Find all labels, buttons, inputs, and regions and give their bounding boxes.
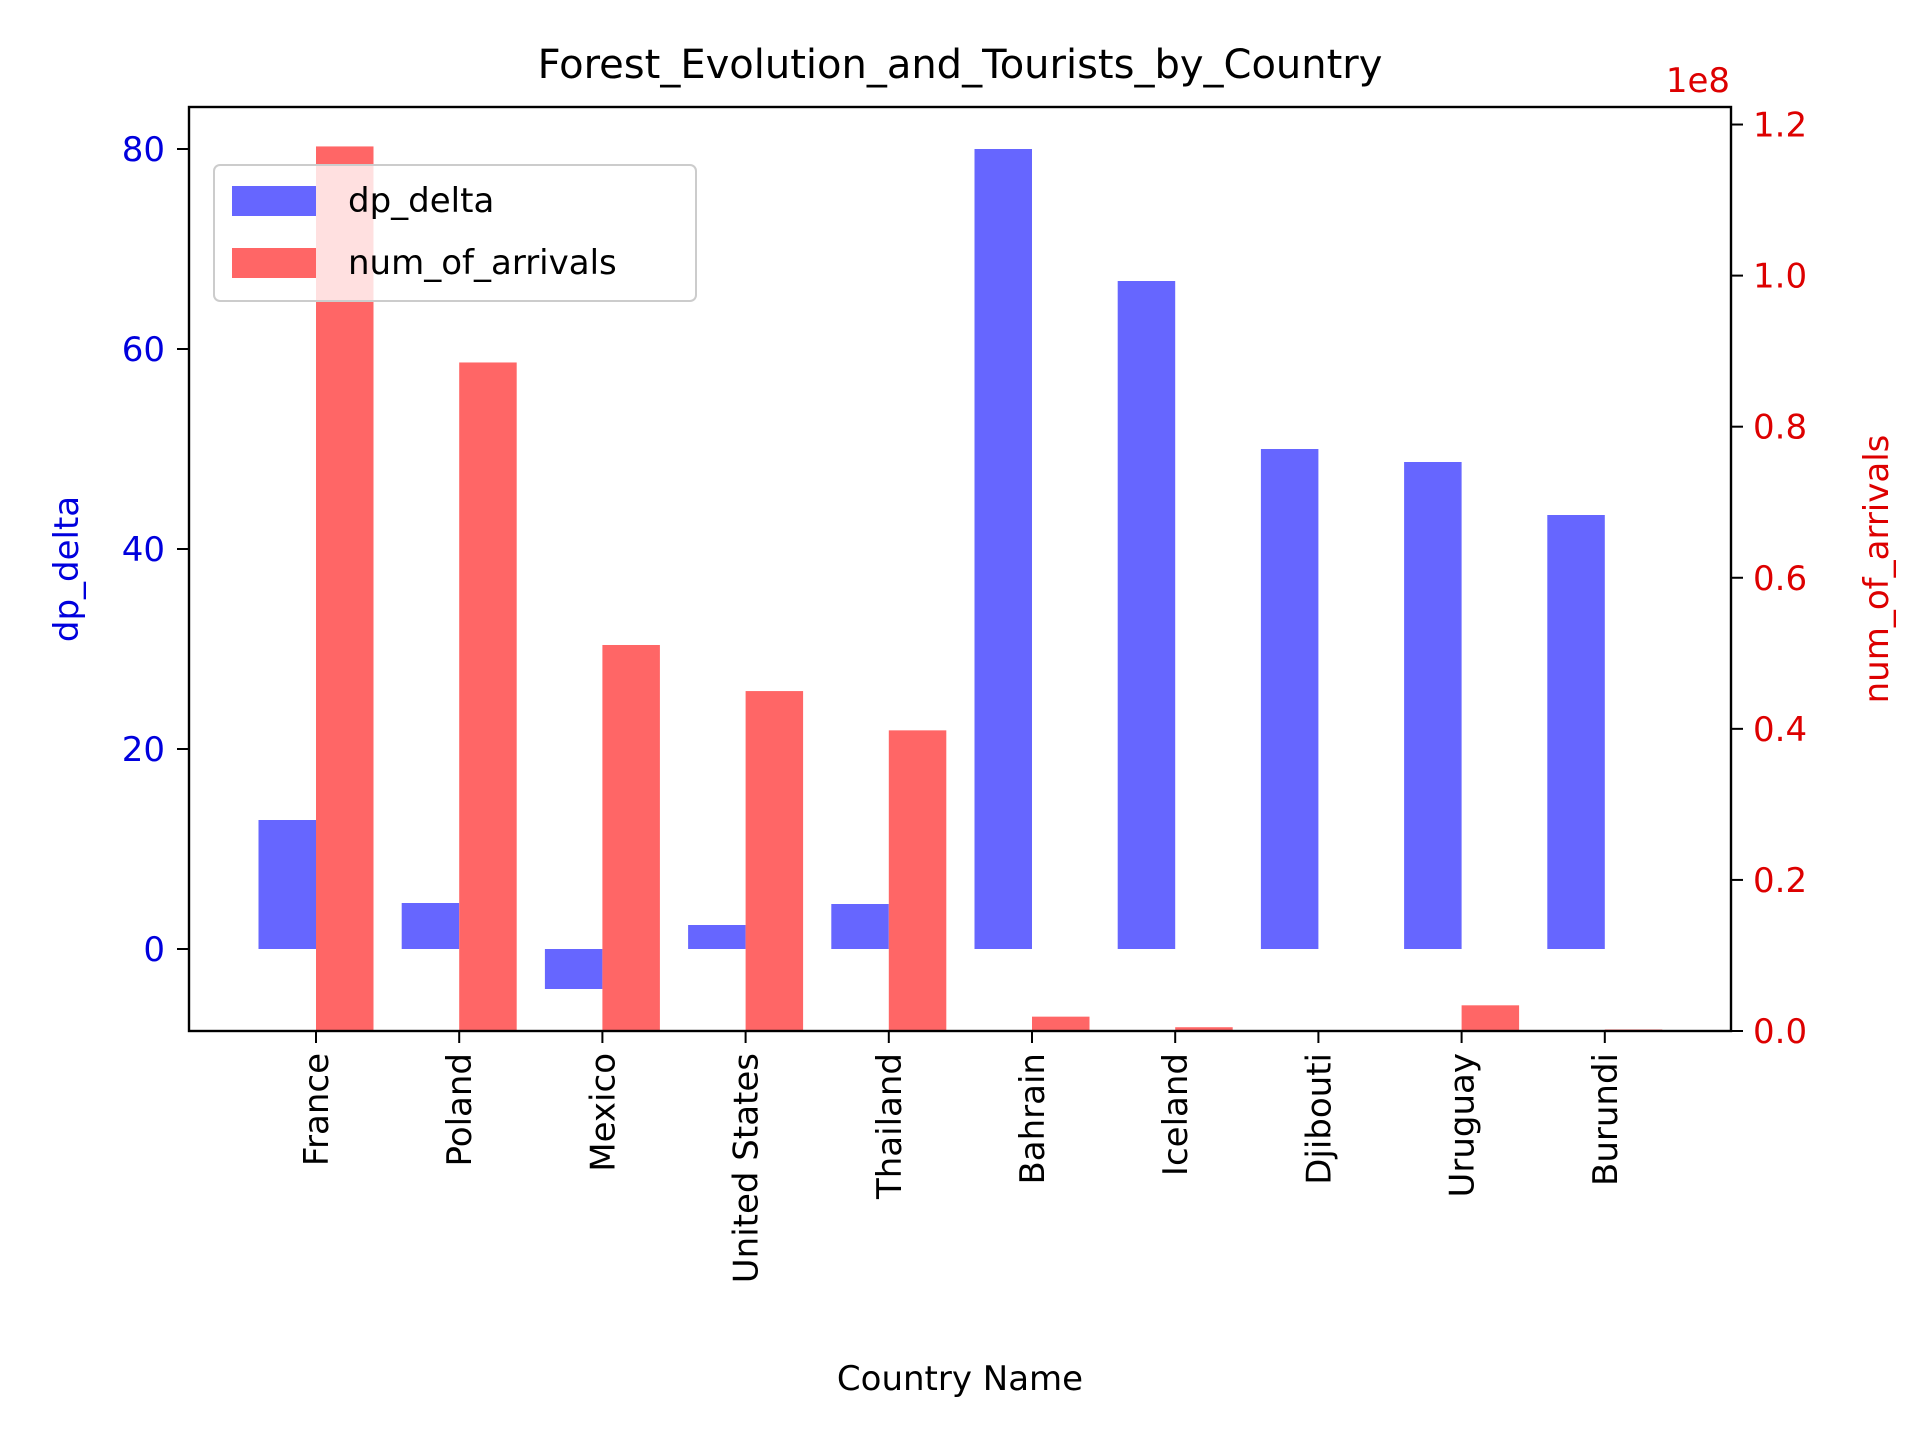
left-y-tick-label: 80 (122, 130, 165, 170)
right-y-tick-label: 0.4 (1753, 710, 1807, 750)
bar-dp-delta-thailand (831, 904, 889, 949)
left-y-tick-label: 60 (122, 330, 165, 370)
y-axis-right-label: num_of_arrivals (1857, 435, 1897, 704)
legend-swatch-dp-delta (232, 186, 316, 216)
right-y-tick-label: 0.8 (1753, 408, 1807, 448)
right-y-tick-label: 1.0 (1753, 257, 1807, 297)
bar-dp-delta-united-states (688, 925, 746, 949)
left-y-axis: 0 20 40 60 80 (122, 130, 189, 970)
x-axis: France Poland Mexico United States Thailand B… (297, 1031, 1626, 1283)
bar-dp-delta-burundi (1547, 515, 1605, 949)
x-tick-label-uruguay: Uruguay (1443, 1053, 1483, 1198)
right-y-tick-label: 0.6 (1753, 559, 1807, 599)
x-tick-label-thailand: Thailand (870, 1053, 910, 1200)
x-tick-label-djibouti: Djibouti (1299, 1053, 1339, 1185)
bar-num-of-arrivals-poland (459, 362, 517, 1031)
x-tick-label-iceland: Iceland (1156, 1053, 1196, 1176)
right-y-tick-label: 1.2 (1753, 106, 1807, 146)
plot-frame (187, 105, 1733, 1033)
x-tick-label-france: France (297, 1053, 337, 1166)
x-tick-label-mexico: Mexico (583, 1053, 623, 1172)
x-tick-label-burundi: Burundi (1586, 1053, 1626, 1186)
bar-dp-delta-bahrain (974, 149, 1032, 949)
bar-num-of-arrivals-mexico (602, 644, 660, 1031)
bar-num-of-arrivals-iceland (1175, 1027, 1233, 1031)
bar-num-of-arrivals-thailand (888, 730, 947, 1031)
left-y-tick-label: 40 (122, 530, 165, 570)
legend-label-dp-delta: dp_delta (348, 181, 494, 221)
bar-dp-delta-djibouti (1260, 449, 1319, 949)
dp-delta-bars (258, 149, 1605, 989)
right-y-axis: 0.0 0.2 0.4 0.6 0.8 1.0 1.2 (1731, 106, 1807, 1052)
legend-label-num-of-arrivals: num_of_arrivals (348, 243, 617, 283)
y-axis-left-label: dp_delta (47, 496, 87, 642)
right-y-tick-label: 0.2 (1753, 861, 1807, 901)
x-tick-label-bahrain: Bahrain (1013, 1053, 1053, 1185)
bar-dp-delta-uruguay (1404, 462, 1462, 949)
bar-dp-delta-iceland (1117, 281, 1176, 949)
x-tick-label-united-states: United States (727, 1053, 767, 1283)
legend-box (213, 164, 697, 302)
bar-num-of-arrivals-uruguay (1461, 1005, 1520, 1031)
bar-num-of-arrivals-united-states (745, 691, 804, 1031)
bar-dp-delta-france (258, 820, 316, 949)
bar-dp-delta-poland (401, 903, 460, 949)
bar-num-of-arrivals-bahrain (1032, 1016, 1090, 1031)
left-y-tick-label: 20 (122, 730, 165, 770)
x-tick-label-poland: Poland (440, 1053, 480, 1167)
chart-title: Forest_Evolution_and_Tourists_by_Country (538, 42, 1383, 88)
legend: dp_delta num_of_arrivals (213, 164, 697, 302)
legend-swatch-num-of-arrivals (232, 248, 316, 278)
bar-dp-delta-mexico (544, 949, 603, 989)
left-y-tick-label: 0 (143, 930, 165, 970)
right-axis-multiplier: 1e8 (1666, 61, 1730, 101)
x-axis-label: Country Name (837, 1359, 1083, 1399)
right-y-tick-label: 0.0 (1753, 1012, 1807, 1052)
num-of-arrivals-bars (316, 146, 1663, 1032)
